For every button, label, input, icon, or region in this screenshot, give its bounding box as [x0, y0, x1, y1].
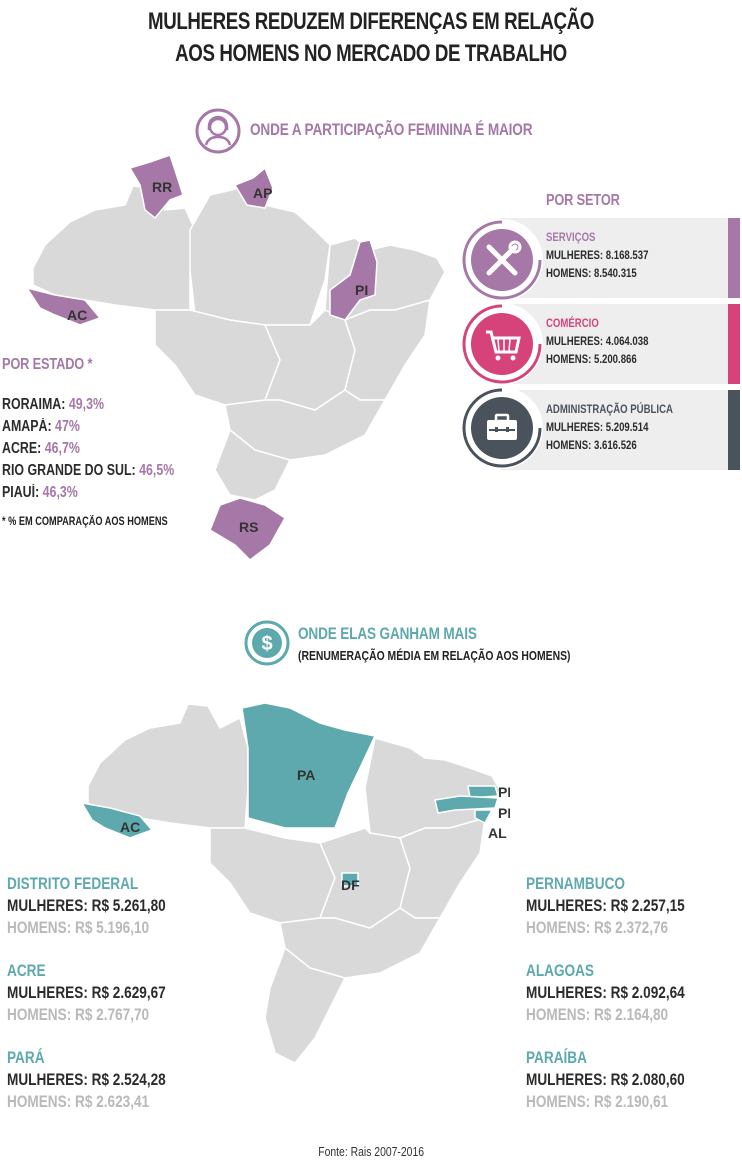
- map-state-df: [341, 872, 359, 887]
- sector-bar: [728, 218, 740, 298]
- wage-men: HOMENS: R$ 2.190,61: [526, 1092, 669, 1111]
- woman-icon: [195, 108, 241, 154]
- sector-men: HOMENS: 8.540.315: [546, 266, 637, 280]
- map-state-al: [474, 809, 494, 824]
- tools-icon: [460, 218, 544, 302]
- map-label-ac: AC: [120, 819, 140, 835]
- wage-men: HOMENS: R$ 2.767,70: [7, 1005, 150, 1024]
- wage-block-paraiba: PARAÍBA MULHERES: R$ 2.080,60 HOMENS: R$…: [526, 1047, 724, 1113]
- wage-women: MULHERES: R$ 2.257,15: [526, 896, 685, 915]
- wage-state-name: PERNAMBUCO: [526, 874, 625, 893]
- wage-state-name: DISTRITO FEDERAL: [7, 874, 139, 893]
- wage-women: MULHERES: R$ 2.092,64: [526, 983, 685, 1002]
- section1-heading: ONDE A PARTICIPAÇÃO FEMININA É MAIOR: [250, 120, 533, 139]
- by-state-list: RORAIMA: 49,3% AMAPÁ: 47% ACRE: 46,7% RI…: [2, 394, 217, 504]
- sector-women: MULHERES: 8.168.537: [546, 248, 649, 262]
- map-label-pb: PB: [498, 784, 510, 800]
- shopping-cart-icon: [460, 302, 544, 386]
- wage-men: HOMENS: R$ 2.164,80: [526, 1005, 669, 1024]
- map-label-pe: PE: [498, 805, 510, 821]
- map-label-ap: AP: [253, 185, 272, 201]
- map-label-ac: AC: [67, 307, 87, 323]
- wage-men: HOMENS: R$ 2.623,41: [7, 1092, 150, 1111]
- sector-men: HOMENS: 3.616.526: [546, 438, 637, 452]
- map-region-north-west: [32, 185, 196, 311]
- state-item: PIAUÍ: 46,3%: [2, 484, 78, 501]
- map-state-pa: [241, 702, 377, 829]
- state-item: RORAIMA: 49,3%: [2, 396, 104, 413]
- wage-women: MULHERES: R$ 2.524,28: [7, 1070, 166, 1089]
- map-state-ac: [80, 801, 154, 839]
- sector-bar: [728, 304, 740, 384]
- map-state-pi: [329, 239, 378, 321]
- wage-block-acre: ACRE MULHERES: R$ 2.629,67 HOMENS: R$ 2.…: [7, 960, 205, 1026]
- wage-women: MULHERES: R$ 5.261,80: [7, 896, 166, 915]
- map-label-al: AL: [488, 825, 507, 841]
- wage-state-name: ALAGOAS: [526, 961, 594, 980]
- wage-state-name: PARAÍBA: [526, 1048, 587, 1067]
- section2-heading: ONDE ELAS GANHAM MAIS: [298, 624, 477, 643]
- sector-women: MULHERES: 4.064.038: [546, 334, 649, 348]
- wage-women: MULHERES: R$ 2.080,60: [526, 1070, 685, 1089]
- map-state-ac: [25, 286, 102, 326]
- dollar-icon: $: [244, 620, 290, 666]
- map-label-rs: RS: [239, 519, 258, 535]
- wage-block-para: PARÁ MULHERES: R$ 2.524,28 HOMENS: R$ 2.…: [7, 1047, 205, 1113]
- wage-state-name: ACRE: [7, 961, 46, 980]
- by-sector-heading: POR SETOR: [546, 192, 620, 209]
- map-state-rr: [128, 154, 184, 220]
- state-item: AMAPÁ: 47%: [2, 418, 80, 435]
- sector-bar: [728, 390, 740, 470]
- state-item: ACRE: 46,7%: [2, 440, 80, 457]
- sector-women: MULHERES: 5.209.514: [546, 420, 649, 434]
- wage-women: MULHERES: R$ 2.629,67: [7, 983, 166, 1002]
- wage-block-distrito-federal: DISTRITO FEDERAL MULHERES: R$ 5.261,80 H…: [7, 873, 205, 939]
- svg-text:$: $: [261, 633, 272, 655]
- by-state-heading: POR ESTADO *: [2, 356, 93, 373]
- sector-name: SERVIÇOS: [546, 230, 596, 244]
- map-region-south: [264, 946, 347, 1064]
- brazil-map-earnings: PA AC DF PB PE AL: [80, 702, 510, 1064]
- wage-state-name: PARÁ: [7, 1048, 45, 1067]
- title-line-2: AOS HOMENS NO MERCADO DE TRABALHO: [175, 40, 567, 67]
- section2-subheading: (RENUMERAÇÃO MÉDIA EM RELAÇÃO AOS HOMENS…: [298, 648, 571, 663]
- page-title: MULHERES REDUZEM DIFERENÇAS EM RELAÇÃO A…: [0, 6, 742, 70]
- wage-block-alagoas: ALAGOAS MULHERES: R$ 2.092,64 HOMENS: R$…: [526, 960, 724, 1026]
- map-label-rr: RR: [152, 179, 172, 195]
- brazil-map-participation: RR AP PI AC RS: [25, 154, 446, 561]
- map-region-bahia: [399, 816, 486, 919]
- wage-men: HOMENS: R$ 2.372,76: [526, 918, 669, 937]
- map-label-df: DF: [341, 877, 360, 893]
- title-line-1: MULHERES REDUZEM DIFERENÇAS EM RELAÇÃO: [148, 8, 594, 35]
- map-state-pe: [434, 795, 499, 814]
- map-state-pb: [467, 785, 499, 799]
- map-label-pa: PA: [297, 767, 315, 783]
- briefcase-icon: [460, 386, 544, 470]
- map-region-mato-grosso: [154, 309, 281, 406]
- map-state-ap: [233, 166, 274, 209]
- wage-block-pernambuco: PERNAMBUCO MULHERES: R$ 2.257,15 HOMENS:…: [526, 873, 724, 939]
- map-state-rs: [209, 497, 286, 561]
- sector-name: ADMINISTRAÇÃO PÚBLICA: [546, 402, 673, 416]
- sector-name: COMÉRCIO: [546, 316, 599, 330]
- sector-men: HOMENS: 5.200.866: [546, 352, 637, 366]
- by-state-note: * % EM COMPARAÇÃO AOS HOMENS: [2, 516, 168, 528]
- source-note: Fonte: Rais 2007-2016: [318, 1144, 424, 1159]
- wage-men: HOMENS: R$ 5.196,10: [7, 918, 150, 937]
- map-label-pi: PI: [355, 282, 368, 298]
- map-region-para: [189, 187, 331, 326]
- map-region-mato-grosso: [209, 827, 336, 924]
- map-region-south: [214, 428, 292, 501]
- map-region-bahia: [344, 298, 431, 401]
- state-item: RIO GRANDE DO SUL: 46,5%: [2, 462, 175, 479]
